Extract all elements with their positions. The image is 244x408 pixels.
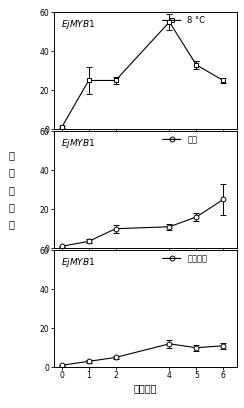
Text: $\it{EjMYB1}$: $\it{EjMYB1}$	[61, 256, 96, 269]
Text: 达: 达	[8, 202, 14, 212]
Text: 热激: 热激	[187, 135, 197, 144]
Text: 程序降温: 程序降温	[187, 254, 207, 263]
Text: $\it{EjMYB1}$: $\it{EjMYB1}$	[61, 18, 96, 31]
X-axis label: 处理天数: 处理天数	[133, 383, 157, 393]
Text: 表: 表	[8, 185, 14, 195]
Text: 相: 相	[8, 151, 14, 160]
Text: 对: 对	[8, 168, 14, 177]
Text: 量: 量	[8, 219, 14, 229]
Text: 8 °C: 8 °C	[187, 16, 205, 25]
Text: $\it{EjMYB1}$: $\it{EjMYB1}$	[61, 137, 96, 150]
